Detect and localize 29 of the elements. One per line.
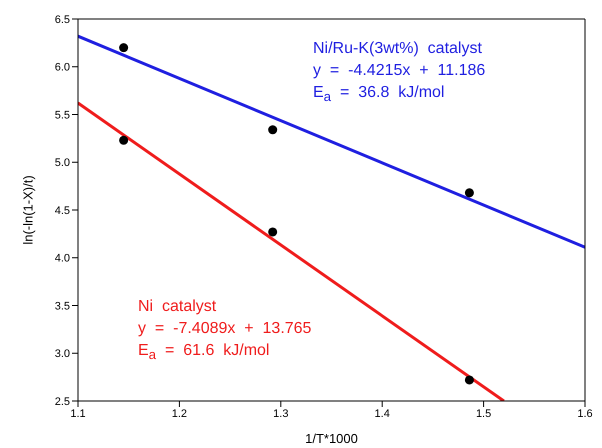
x-tick-label: 1.4 <box>374 408 390 420</box>
point <box>119 43 128 52</box>
x-tick-label: 1.2 <box>172 408 188 420</box>
y-tick-label: 4.0 <box>54 252 70 265</box>
annotation: E$_{a}$ = 36.8 kJ/mol <box>313 83 446 106</box>
y-tick-label: 6.0 <box>54 62 70 74</box>
annotation: y = -4.4215x + 11.186 <box>313 61 486 81</box>
y-tick-label: 3.0 <box>54 348 70 360</box>
y-tick-label: 5.5 <box>54 109 70 122</box>
point <box>464 375 474 384</box>
point <box>119 136 128 145</box>
x-tick-label: 1.5 <box>476 408 492 420</box>
x-tick-label: 1.3 <box>273 408 288 420</box>
annotation: E$_{a}$ = 61.6 kJ/mol <box>138 341 270 364</box>
text: Ni catalyst <box>138 297 218 317</box>
point <box>268 227 278 236</box>
y-tick-label: 4.5 <box>54 204 70 217</box>
y-tick-label: 5.0 <box>54 157 70 170</box>
point <box>268 125 278 134</box>
annotation: y = -7.4089x + 13.765 <box>138 319 312 339</box>
x-tick-label: 1.1 <box>70 408 86 420</box>
y-tick-label: 3.5 <box>54 300 70 312</box>
y-axis-title: ln(-ln(1-X)/t) <box>20 175 36 245</box>
point <box>464 188 474 198</box>
y-tick-label: 2.5 <box>54 396 70 408</box>
text: Ni/Ru-K(3wt%) catalyst <box>313 39 483 59</box>
x-axis-title: 1/T*1000 <box>305 431 358 446</box>
x-tick-label: 1.6 <box>577 408 593 420</box>
y-tick-label: 6.5 <box>54 14 70 26</box>
